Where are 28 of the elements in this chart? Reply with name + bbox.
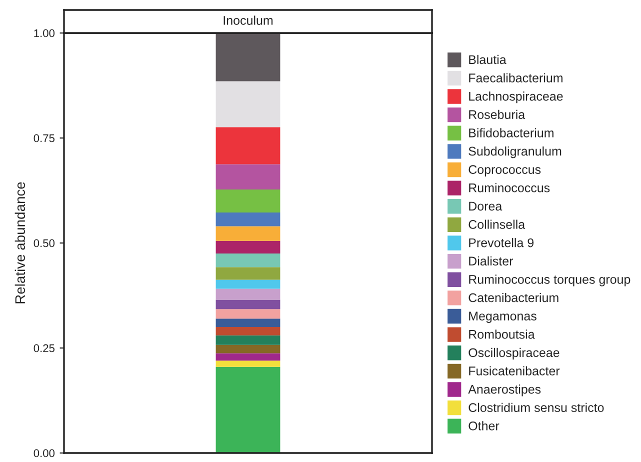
legend-label: Bifidobacterium <box>469 128 554 138</box>
legend-label: Clostridium sensu stricto <box>468 402 604 412</box>
legend-label: Oscillospiraceae <box>468 348 560 360</box>
legend-label: Collinsella <box>468 220 526 229</box>
legend-label: Subdoligranulum <box>468 146 562 158</box>
legend-label: Prevotella 9 <box>469 238 534 248</box>
legend-label: Other <box>468 421 500 430</box>
legend-label: Romboutsia <box>469 330 535 339</box>
y-tick-label: 0.75 <box>34 134 55 142</box>
legend-label: Coprococcus <box>468 165 541 176</box>
y-tick-label: 0.00 <box>34 449 55 458</box>
legend-label: Ruminococcus torques group <box>469 274 630 286</box>
y-tick-label: 0.25 <box>34 344 55 352</box>
legend-label: Dialister <box>469 256 514 266</box>
legend-label: Dorea <box>469 202 502 211</box>
legend-label: Fusicatenibacter <box>469 366 560 376</box>
legend-label: Faecalibacterium <box>469 73 562 82</box>
y-axis-title: Relative abundance <box>14 182 26 304</box>
y-tick-label: 0.50 <box>34 239 55 248</box>
legend-label: Roseburia <box>469 110 526 120</box>
legend-label: Anaerostipes <box>468 384 541 396</box>
legend-label: Megamonas <box>469 312 536 323</box>
legend-label: Ruminococcus <box>469 183 550 192</box>
y-tick-label: 1.00 <box>34 29 55 38</box>
chart-title: Inoculum <box>224 16 273 25</box>
legend-label: Lachnospiraceae <box>469 92 563 104</box>
legend-label: Catenibacterium <box>468 292 558 302</box>
legend-label: Blautia <box>469 54 506 64</box>
